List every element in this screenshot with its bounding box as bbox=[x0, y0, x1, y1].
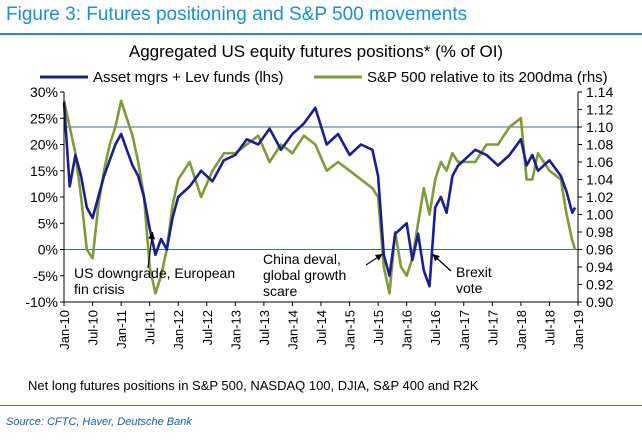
x-tick-label: Jan-14 bbox=[285, 310, 300, 350]
right-tick-label: 0.94 bbox=[586, 259, 613, 275]
right-tick-label: 0.96 bbox=[586, 242, 613, 258]
source-text: Source: CFTC, Haver, Deutsche Bank bbox=[6, 416, 192, 428]
figure-title: Figure 3: Futures positioning and S&P 50… bbox=[6, 4, 468, 25]
x-tick-label: Jul-18 bbox=[542, 310, 557, 345]
x-tick-label: Jul-15 bbox=[371, 310, 386, 345]
left-tick-label: -10% bbox=[25, 294, 58, 310]
legend: Asset mgrs + Lev funds (lhs) S&P 500 rel… bbox=[40, 69, 608, 86]
x-tick-label: Jan-17 bbox=[457, 310, 472, 350]
left-tick-label: 5% bbox=[38, 215, 58, 231]
series-layer bbox=[62, 99, 577, 295]
x-tick-label: Jan-19 bbox=[571, 310, 586, 350]
x-tick-label: Jul-16 bbox=[428, 310, 443, 345]
annotation-text: vote bbox=[456, 280, 483, 296]
left-tick-label: 15% bbox=[30, 163, 58, 179]
right-tick-label: 1.14 bbox=[586, 84, 613, 100]
x-tick-label: Jan-13 bbox=[228, 310, 243, 350]
annotation-text: Brexit bbox=[456, 264, 492, 280]
title-rule bbox=[0, 33, 642, 35]
annotation-arrowhead bbox=[148, 232, 156, 240]
right-tick-label: 1.02 bbox=[586, 189, 613, 205]
chart-title: Aggregated US equity futures positions* … bbox=[129, 42, 503, 61]
legend-label-asset-mgrs: Asset mgrs + Lev funds (lhs) bbox=[93, 69, 284, 86]
left-axis-ticks: 30% 25% 20% 15% 10% 5% 0% -5% -10% bbox=[25, 84, 64, 310]
right-tick-label: 1.12 bbox=[586, 102, 613, 118]
x-tick-label: Jul-17 bbox=[485, 310, 500, 345]
left-tick-label: 20% bbox=[30, 137, 58, 153]
footnote: Net long futures positions in S&P 500, N… bbox=[28, 378, 479, 393]
x-tick-label: Jul-10 bbox=[86, 310, 101, 345]
left-tick-label: -5% bbox=[33, 268, 58, 284]
x-axis-ticks: Jan-10 Jul-10 Jan-11 Jul-11 Jan-12 Jul-12 Jan-… bbox=[57, 302, 586, 350]
left-tick-label: 0% bbox=[38, 242, 58, 258]
left-tick-label: 10% bbox=[30, 189, 58, 205]
x-tick-label: Jan-12 bbox=[171, 310, 186, 350]
x-tick-label: Jul-11 bbox=[143, 310, 158, 344]
right-axis-ticks: 1.14 1.121.10 1.081.06 1.041.02 1.000.98 0.96… bbox=[578, 84, 613, 310]
annotation-text: China deval, bbox=[263, 251, 341, 267]
right-tick-label: 0.98 bbox=[586, 224, 613, 240]
right-tick-label: 0.90 bbox=[586, 294, 613, 310]
legend-label-sp500: S&P 500 relative to its 200dma (rhs) bbox=[367, 69, 608, 86]
right-tick-label: 0.92 bbox=[586, 277, 613, 293]
left-tick-label: 30% bbox=[30, 84, 58, 100]
right-tick-label: 1.06 bbox=[586, 154, 613, 170]
x-tick-label: Jul-13 bbox=[257, 310, 272, 345]
x-tick-label: Jan-16 bbox=[400, 310, 415, 350]
annotation-arrowhead bbox=[432, 254, 440, 262]
annotation-text: global growth bbox=[263, 267, 346, 283]
left-tick-label: 25% bbox=[30, 110, 58, 126]
x-tick-label: Jan-11 bbox=[114, 310, 129, 349]
right-tick-label: 1.08 bbox=[586, 137, 613, 153]
right-tick-label: 1.10 bbox=[586, 119, 613, 135]
x-tick-label: Jan-15 bbox=[343, 310, 358, 350]
right-tick-label: 1.00 bbox=[586, 207, 613, 223]
series-line-asset-mgrs bbox=[62, 102, 577, 288]
x-tick-label: Jul-14 bbox=[314, 310, 329, 345]
annotation-text: fin crisis bbox=[74, 281, 125, 297]
source-rule bbox=[0, 405, 642, 406]
series-line-sp500 bbox=[62, 99, 577, 295]
annotation-text: scare bbox=[263, 283, 297, 299]
x-tick-label: Jan-10 bbox=[57, 310, 72, 350]
annotation-arrowhead bbox=[374, 254, 383, 261]
right-tick-label: 1.04 bbox=[586, 172, 613, 188]
x-tick-label: Jul-12 bbox=[200, 310, 215, 345]
annotation-text: US downgrade, European bbox=[74, 265, 235, 281]
x-tick-label: Jan-18 bbox=[514, 310, 529, 350]
